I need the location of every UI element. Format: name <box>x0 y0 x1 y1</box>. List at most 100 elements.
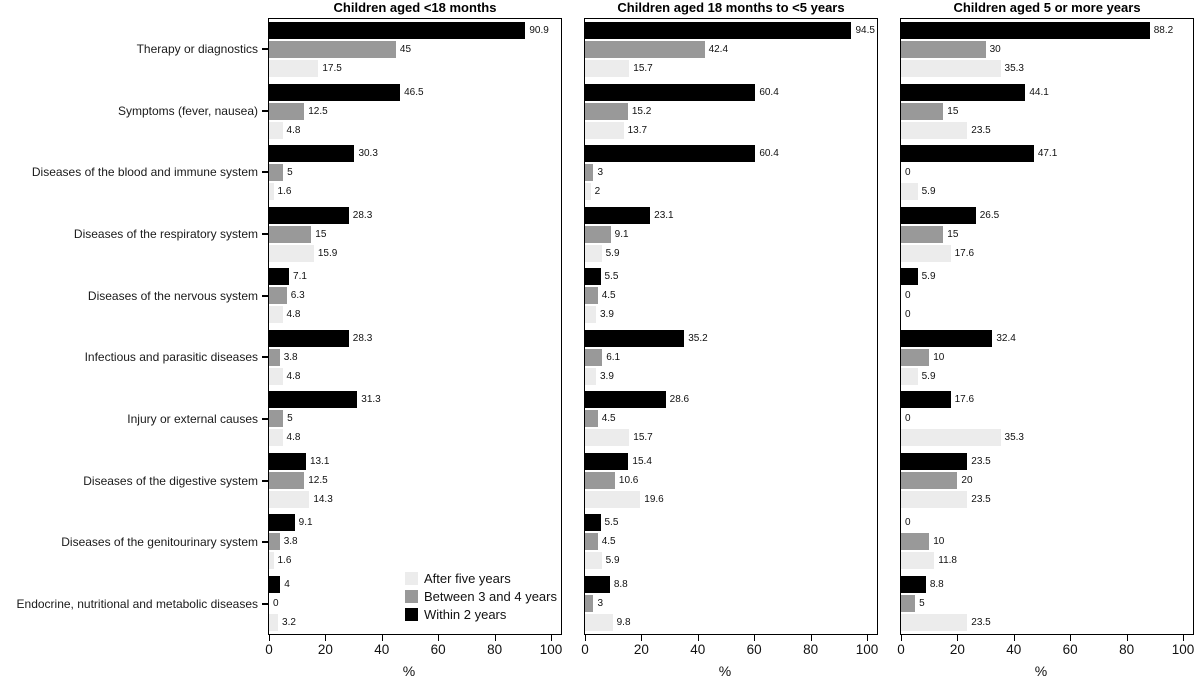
bar <box>901 102 944 120</box>
bar-row: 23.1 <box>585 206 877 224</box>
bar <box>585 41 705 59</box>
x-axis-tick <box>697 635 699 641</box>
bar <box>269 329 349 347</box>
bar-group: 94.5 42.4 15.7 <box>585 19 877 81</box>
bar-row: 4.8 <box>269 121 561 139</box>
y-axis-tick <box>262 356 268 359</box>
bar-value-label: 15 <box>947 228 959 240</box>
bar-row: 14.3 <box>269 490 561 508</box>
x-axis-tick-label: 100 <box>855 642 879 657</box>
bar-row: 35.2 <box>585 329 877 347</box>
bar <box>585 60 630 78</box>
x-axis-tick-label: 0 <box>581 642 589 657</box>
y-axis-tick <box>262 47 268 50</box>
bar <box>901 183 918 201</box>
legend-swatch <box>405 608 419 621</box>
category-labels-column: Therapy or diagnostics Symptoms (fever, n… <box>0 0 268 685</box>
bar-value-label: 23.5 <box>971 124 991 136</box>
bar-group: 46.5 12.5 4.8 <box>269 81 561 143</box>
x-axis-tick <box>754 635 756 641</box>
panel-title: Children aged 18 months to <5 years <box>617 0 845 15</box>
bar-row: 30.3 <box>269 145 561 163</box>
legend-entry: After five years <box>405 571 557 586</box>
panel-5-or-more-years: Children aged 5 or more years 88.2 30 35.3… <box>897 0 1195 685</box>
bar <box>269 348 280 366</box>
bar-row: 8.8 <box>585 575 877 593</box>
x-axis-tick-label: 20 <box>949 642 965 657</box>
bar <box>585 552 602 570</box>
bar-row: 15 <box>901 102 1193 120</box>
x-axis-label: % <box>402 663 416 679</box>
x-axis-tick-label: 40 <box>1006 642 1022 657</box>
bar-row: 5.9 <box>901 367 1193 385</box>
plot-area: 94.5 42.4 15.7 60.4 15.2 13.7 60.4 3 2 23.1 9.1 5.9… <box>584 18 878 635</box>
bar <box>269 552 274 570</box>
bar-value-label: 14.3 <box>313 493 333 505</box>
bar-row: 5.5 <box>585 514 877 532</box>
bar <box>901 329 993 347</box>
category-row: Therapy or diagnostics <box>0 18 268 80</box>
bar-value-label: 4.8 <box>286 432 301 444</box>
bar-row: 1.6 <box>269 552 561 570</box>
bar <box>901 367 918 385</box>
x-axis: 0 20 40 60 80 100 <box>265 635 562 663</box>
x-axis-tick <box>1183 635 1184 641</box>
bar-row: 20 <box>901 471 1193 489</box>
bar-group: 28.6 4.5 15.7 <box>585 388 877 450</box>
bar-row: 11.8 <box>901 552 1193 570</box>
bar-row: 10 <box>901 348 1193 366</box>
category-label: Diseases of the nervous system <box>87 288 258 303</box>
x-axis-tick-label: 40 <box>374 642 390 657</box>
bar-value-label: 13.7 <box>627 124 648 136</box>
bar-value-label: 35.2 <box>688 332 708 344</box>
bar-row: 0 <box>901 164 1193 181</box>
bar-group: 88.2 30 35.3 <box>901 19 1193 81</box>
category-row: Endocrine, nutritional and metabolic dis… <box>0 573 268 635</box>
bar-value-label: 31.3 <box>361 394 381 406</box>
bar-row: 0 <box>901 306 1193 323</box>
bar <box>901 145 1034 163</box>
category-label: Endocrine, nutritional and metabolic dis… <box>16 597 258 612</box>
bar-value-label: 1.6 <box>277 555 292 567</box>
bar-row: 9.1 <box>269 514 561 532</box>
bar-value-label: 47.1 <box>1037 148 1058 160</box>
bar-value-label: 15.7 <box>633 63 653 75</box>
bar <box>269 164 284 182</box>
x-axis-tick-label: 100 <box>1171 642 1195 657</box>
bar-value-label: 4 <box>284 578 290 590</box>
bar-row: 5.9 <box>585 552 877 570</box>
bar-value-label: 28.6 <box>669 394 690 406</box>
legend-swatch <box>405 590 419 603</box>
bar-value-label: 10 <box>933 536 945 548</box>
bar-value-label: 3.9 <box>599 309 614 321</box>
bar-row: 15.2 <box>585 102 877 120</box>
x-axis-label: % <box>1034 663 1048 679</box>
bar-value-label: 17.6 <box>954 247 975 259</box>
bar-value-label: 3.2 <box>282 616 296 628</box>
legend-swatch <box>405 572 419 585</box>
bar <box>269 60 319 78</box>
bar-group: 23.5 20 23.5 <box>901 450 1193 512</box>
bar-value-label: 32.4 <box>996 332 1016 344</box>
category-row: Diseases of the nervous system <box>0 265 268 327</box>
plot-area: After five years Between 3 and 4 years Wit… <box>268 18 562 635</box>
y-axis-tick <box>262 541 268 544</box>
legend-label: After five years <box>424 571 511 586</box>
bar-row: 4.8 <box>269 306 561 324</box>
x-axis-tick <box>867 635 868 641</box>
bar <box>901 490 968 508</box>
bar <box>585 121 624 139</box>
bar-group: 30.3 5 1.6 <box>269 142 561 204</box>
category-row: Injury or external causes <box>0 388 268 450</box>
bar-value-label: 5 <box>287 413 293 425</box>
legend-label: Within 2 years <box>424 607 507 622</box>
bar-row: 10 <box>901 533 1193 551</box>
bar-group: 13.1 12.5 14.3 <box>269 450 561 512</box>
bar-value-label: 4.8 <box>286 370 301 382</box>
bar-value-label: 8.8 <box>613 578 628 590</box>
bar-value-label: 17.5 <box>322 63 342 75</box>
bar <box>269 367 283 385</box>
bar-value-label: 88.2 <box>1153 25 1174 37</box>
x-axis-tick <box>1126 635 1128 641</box>
bar-row: 5 <box>901 594 1193 612</box>
